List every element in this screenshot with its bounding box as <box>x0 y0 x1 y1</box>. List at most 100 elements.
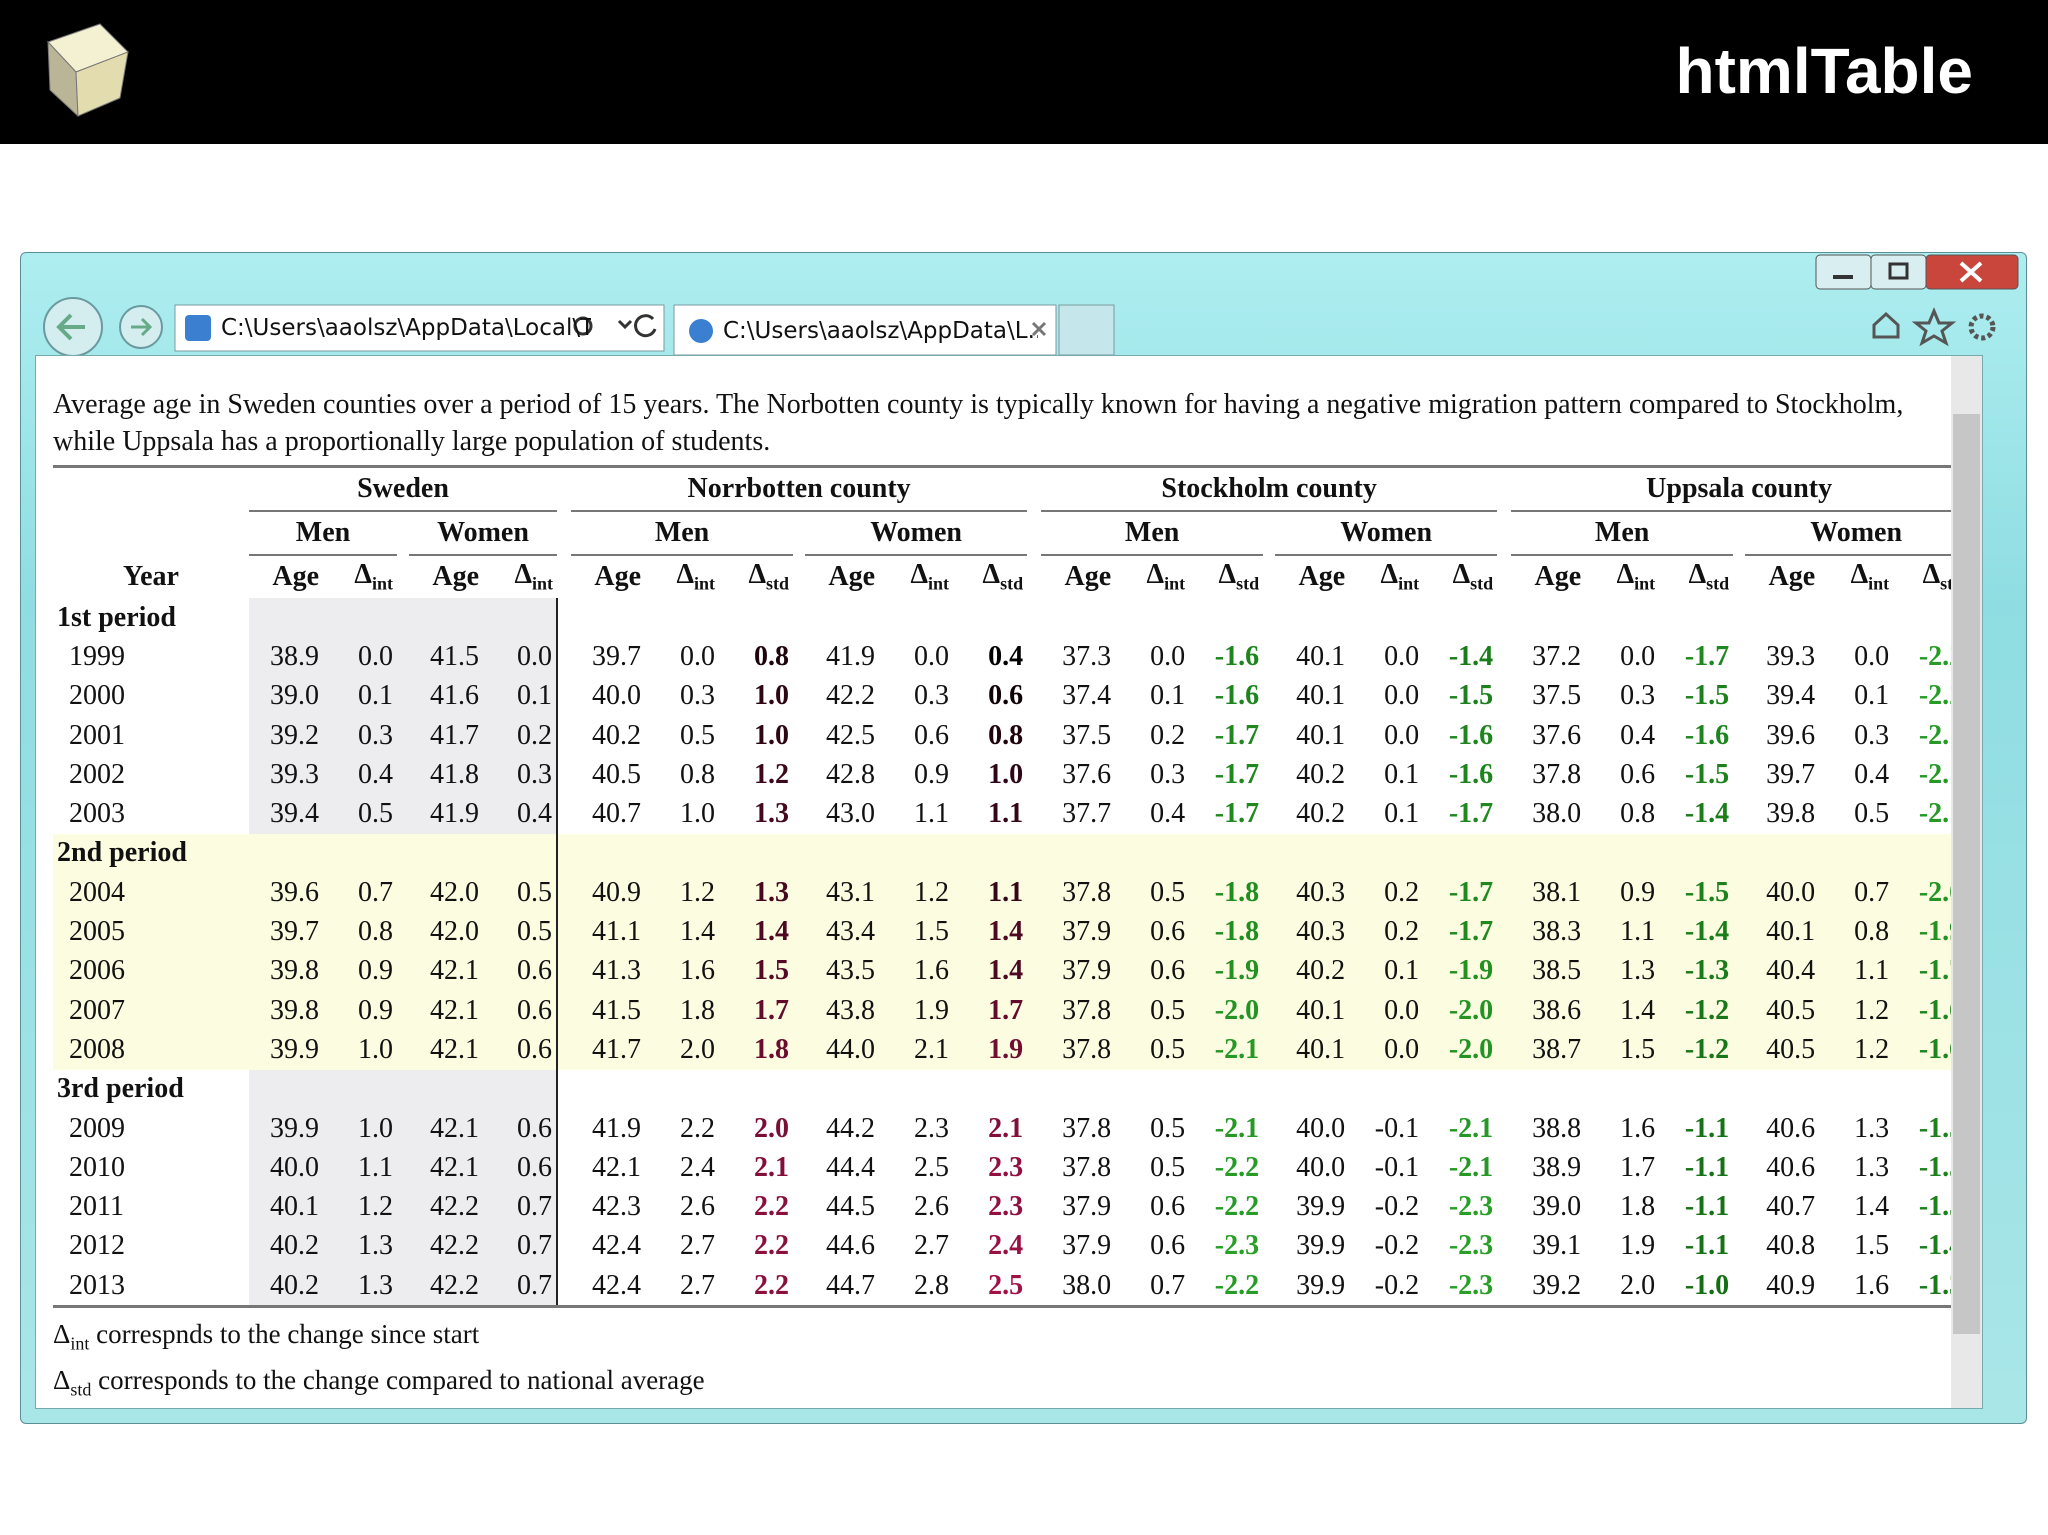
delta-int-cell: 0.2 <box>1384 876 1420 908</box>
delta-int-cell: 0.7 <box>1854 876 1890 908</box>
delta-subscript: int <box>1164 573 1186 594</box>
age-cell: 40.1 <box>1296 640 1346 672</box>
delta-std-cell: -1.5 <box>1448 680 1494 712</box>
delta-header: Δstd <box>1189 555 1263 598</box>
delta-std-cell: -2.1 <box>1214 1033 1260 1065</box>
delta-int-cell: 0.1 <box>1384 758 1420 790</box>
scroll-thumb[interactable] <box>1953 414 1980 1334</box>
data-row: 1999 38.9 0.0 41.5 0.0 39.7 0.0 0.8 41.9 0.0 0.4 37… <box>53 637 1967 677</box>
year-cell: 2011 <box>69 1191 124 1223</box>
spacer <box>1263 1030 1275 1069</box>
age-cell: 37.8 <box>1532 758 1582 790</box>
age-cell: 37.9 <box>1062 1230 1112 1262</box>
delta-symbol: Δ <box>1850 559 1869 591</box>
spacer <box>397 637 409 677</box>
blank <box>483 833 559 874</box>
window-buttons[interactable] <box>1815 254 2019 290</box>
spacer <box>1263 755 1275 794</box>
delta-int-cell: 0.4 <box>483 794 559 834</box>
spacer <box>397 715 409 756</box>
age-cell: 37.6 <box>1062 758 1112 790</box>
spacer <box>397 555 409 598</box>
new-tab[interactable] <box>1058 304 1115 355</box>
delta-std-cell: 1.2 <box>754 758 790 790</box>
data-row: 2005 39.7 0.8 42.0 0.5 41.1 1.4 1.4 43.4 1.5 1.4 37… <box>53 912 1968 952</box>
spacer <box>1497 912 1511 951</box>
delta-int-cell: 1.3 <box>1620 955 1656 987</box>
age-cell: 41.6 <box>409 676 483 716</box>
delta-subscript: int <box>1634 573 1656 594</box>
spacer <box>557 677 571 716</box>
age-cell: 41.7 <box>592 1033 642 1065</box>
spacer <box>1497 511 1511 555</box>
year-cell: 2010 <box>69 1151 125 1183</box>
delta-int-cell: 0.5 <box>1150 876 1186 908</box>
spacer <box>557 912 571 951</box>
delta-header: Δint <box>1115 555 1189 598</box>
delta-int-cell: 0.4 <box>1620 719 1656 751</box>
spacer <box>557 555 571 598</box>
blank <box>1819 598 1893 637</box>
blank <box>793 1070 805 1109</box>
settings-icon[interactable] <box>1968 313 1996 341</box>
spacer <box>1733 1227 1745 1266</box>
delta-std-cell: -1.6 <box>1448 758 1494 790</box>
spacer <box>793 912 805 951</box>
delta-int-cell: 0.0 <box>1384 640 1420 672</box>
age-cell: 42.4 <box>592 1230 642 1262</box>
delta-std-cell: -2.2 <box>1214 1151 1260 1183</box>
spacer <box>1733 1266 1745 1307</box>
blank <box>793 598 805 637</box>
blank <box>1511 834 1585 873</box>
favorites-icon[interactable] <box>1911 307 1957 347</box>
blank <box>1733 1070 1745 1109</box>
spacer <box>793 794 805 833</box>
scrollbar[interactable] <box>1951 356 1982 1408</box>
delta-int-cell: 0.0 <box>1384 680 1420 712</box>
delta-int-cell: 1.1 <box>1854 955 1890 987</box>
age-cell: 39.6 <box>249 873 323 913</box>
spacer <box>1497 1266 1511 1307</box>
age-cell: 39.3 <box>1766 640 1816 672</box>
age-cell: 40.9 <box>1766 1269 1816 1301</box>
delta-int-cell: 0.8 <box>1620 798 1656 830</box>
delta-std-cell: 2.2 <box>754 1191 790 1223</box>
delta-int-cell: 2.3 <box>914 1112 950 1144</box>
age-cell: 40.0 <box>1766 876 1816 908</box>
delta-int-cell: 0.0 <box>1150 640 1186 672</box>
delta-subscript: std <box>1000 573 1024 594</box>
delta-std-cell: -1.1 <box>1684 1191 1730 1223</box>
delta-int-cell: 0.7 <box>483 1187 559 1227</box>
age-cell: 40.2 <box>592 719 642 751</box>
spacer <box>1733 952 1745 991</box>
blank <box>1511 1070 1585 1109</box>
home-icon[interactable] <box>1872 311 1900 339</box>
age-cell: 40.2 <box>1296 955 1346 987</box>
delta-int-cell: 1.2 <box>1854 1033 1890 1065</box>
delta-header: Δstd <box>953 555 1027 598</box>
address-bar[interactable] <box>174 304 665 352</box>
spacer <box>1733 555 1745 598</box>
spacer <box>1027 912 1041 951</box>
age-cell: 42.5 <box>826 719 876 751</box>
year-cell: 2006 <box>69 955 125 987</box>
delta-std-cell: -1.8 <box>1214 876 1260 908</box>
spacer <box>1263 1148 1275 1187</box>
data-table: Sweden Norrbotten county Stockholm county U… <box>53 465 1968 1309</box>
browser-window: C:\Users\aaolsz\AppData\Local\T C:\Users… <box>20 252 2027 1424</box>
spacer <box>1027 1148 1041 1187</box>
spacer <box>1027 952 1041 991</box>
year-cell: 1999 <box>69 640 125 672</box>
year-cell: 2002 <box>69 758 125 790</box>
delta-int-cell: 0.5 <box>1150 994 1186 1026</box>
delta-std-cell: -1.9 <box>1214 955 1260 987</box>
delta-int-cell: 0.1 <box>1854 680 1890 712</box>
year-cell: 2004 <box>69 876 125 908</box>
tab[interactable] <box>673 304 1057 355</box>
delta-int-cell: 1.0 <box>323 1030 397 1070</box>
age-cell: 37.6 <box>1532 719 1582 751</box>
age-cell: 42.2 <box>409 1226 483 1267</box>
spacer <box>397 990 409 1031</box>
age-cell: 39.1 <box>1532 1230 1582 1262</box>
table-head: Sweden Norrbotten county Stockholm county U… <box>53 466 1968 599</box>
